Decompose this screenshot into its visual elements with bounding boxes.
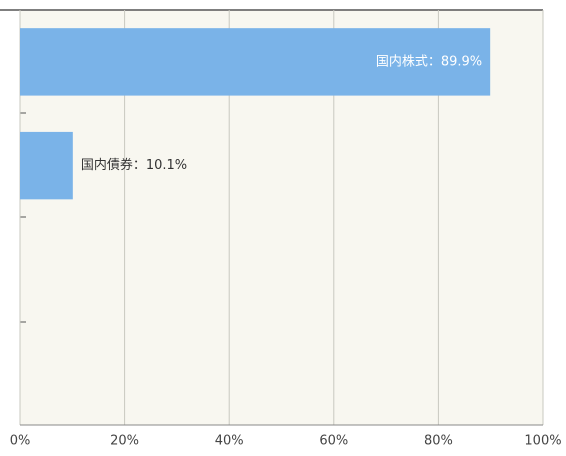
x-tick-label: 60% (319, 434, 348, 449)
x-tick-label: 100% (524, 434, 561, 449)
data-label: 国内株式：89.9% (376, 53, 482, 69)
x-tick-label: 20% (110, 434, 139, 449)
bar (20, 28, 491, 96)
x-tick-label: 0% (10, 434, 31, 449)
x-tick-label: 40% (215, 434, 244, 449)
data-label: 国内債券：10.1% (81, 157, 187, 173)
x-tick-label: 80% (424, 434, 453, 449)
bar (20, 131, 73, 200)
